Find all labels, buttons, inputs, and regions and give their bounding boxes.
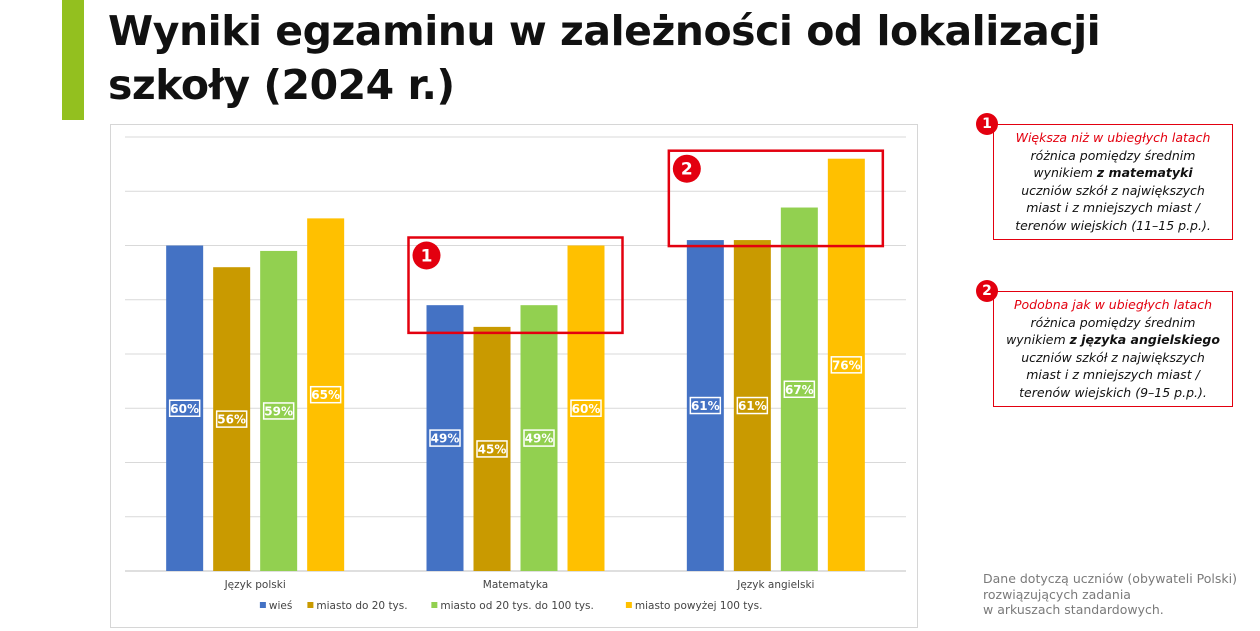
data-label: 59% [264, 404, 293, 418]
bar [166, 245, 204, 571]
slide-title: Wyniki egzaminu w zależności od lokaliza… [108, 7, 1101, 109]
data-label-frame [429, 429, 461, 447]
callout-math-text: Większa niż w ubiegłych latach różnica po… [993, 124, 1233, 240]
callout-bold: z języka angielskiego [1069, 332, 1220, 347]
data-label: 45% [478, 442, 507, 456]
callout-english-text: Podobna jak w ubiegłych latach różnica po… [993, 291, 1233, 407]
data-label: 65% [311, 388, 340, 402]
source-note: Dane dotyczą uczniów (obywateli Polski) … [983, 571, 1253, 618]
source-note-line: rozwiązujących zadania [983, 586, 1131, 602]
bar [780, 207, 818, 571]
callout-text: uczniów szkół z największych [1021, 182, 1205, 198]
callout-english: 2 Podobna jak w ubiegłych latach różnica … [976, 280, 1233, 407]
data-label-frame [168, 399, 201, 417]
source-note-line: Dane dotyczą uczniów (obywateli Polski) [983, 571, 1237, 586]
category-label: Matematyka [483, 579, 548, 591]
legend-label: miasto do 20 tys. [316, 600, 407, 612]
chart-area: 60% 56% 59% 65% Język polski 49% 45% 49% 60% Mate… [110, 124, 918, 628]
bar [733, 240, 771, 571]
callout-text: wynikiem [1006, 332, 1070, 347]
callout-line: różnica pomiędzy średnim [1000, 147, 1226, 165]
legend-label: wieś [269, 600, 292, 612]
legend-swatch [625, 602, 632, 608]
bar [213, 267, 251, 571]
bar [520, 305, 558, 571]
callout-highlight: Większa niż w ubiegłych latach [1015, 130, 1211, 145]
callout-bold: z matematyki [1096, 165, 1193, 180]
data-label-frame [570, 399, 602, 417]
callout-text: terenów wiejskich (9–15 p.p.). [1019, 384, 1207, 400]
callout-text: różnica pomiędzy średnim [1030, 147, 1196, 163]
legend-swatch [431, 602, 438, 608]
bar-chart: 60% 56% 59% 65% Język polski 49% 45% 49% 60% Mate… [125, 136, 906, 612]
legend-swatch [259, 602, 266, 608]
data-label: 61% [738, 399, 767, 413]
data-label: 60% [572, 402, 601, 416]
callout-math: 1 Większa niż w ubiegłych latach różnica … [976, 113, 1233, 240]
callout-text: wynikiem [1033, 165, 1097, 180]
highlight-number: 1 [421, 247, 433, 267]
category-label: Język polski [224, 579, 286, 591]
callout-line: terenów wiejskich (11–15 p.p.). [1000, 217, 1226, 235]
callout-line: uczniów szkół z największych [1000, 182, 1226, 200]
callout-line: miast i z mniejszych miast / [1000, 199, 1226, 217]
data-label: 56% [217, 413, 246, 427]
bar [827, 158, 865, 571]
callout-text: miast i z mniejszych miast / [1026, 367, 1200, 382]
legend-label: miasto powyżej 100 tys. [635, 600, 763, 612]
data-label-frame [830, 356, 863, 374]
data-label-frame [736, 396, 769, 415]
callout-text: różnica pomiędzy średnim [1030, 314, 1196, 330]
data-label-frame [783, 380, 816, 399]
bar [473, 326, 511, 571]
data-label: 61% [691, 399, 720, 413]
data-label-frame [215, 410, 248, 428]
bar [686, 240, 724, 571]
highlight-box [667, 149, 885, 248]
highlight-box [407, 236, 624, 335]
callout-line: miast i z mniejszych miast / [1000, 366, 1226, 384]
data-label: 60% [170, 402, 199, 416]
source-note-line: w arkuszach standardowych. [983, 602, 1164, 617]
data-label: 76% [832, 358, 861, 372]
callout-text: terenów wiejskich (11–15 p.p.). [1015, 217, 1211, 233]
callout-highlight: Podobna jak w ubiegłych latach [1014, 297, 1212, 312]
data-label-frame [689, 396, 722, 415]
bar [567, 245, 605, 571]
legend-swatch [307, 602, 314, 608]
callout-number-badge: 1 [976, 113, 998, 135]
callout-line: różnica pomiędzy średnim [1000, 314, 1226, 332]
callout-line: uczniów szkół z największych [1000, 349, 1226, 367]
category-label: Język angielski [736, 579, 814, 591]
callout-line: terenów wiejskich (9–15 p.p.). [1000, 384, 1226, 402]
legend-label: miasto od 20 tys. do 100 tys. [440, 600, 593, 612]
bar [307, 218, 345, 571]
callout-line: Podobna jak w ubiegłych latach [1000, 296, 1226, 314]
data-label: 49% [431, 432, 460, 446]
callout-text: uczniów szkół z największych [1021, 349, 1205, 365]
data-label: 49% [525, 432, 554, 446]
callout-line: Większa niż w ubiegłych latach [1000, 129, 1226, 147]
highlight-number-badge [412, 241, 441, 270]
highlight-number: 2 [681, 160, 693, 180]
bar [260, 250, 298, 572]
callout-line: wynikiem z matematyki [1000, 164, 1226, 182]
bar [426, 305, 464, 571]
highlight-number-badge [672, 154, 701, 183]
callout-number-badge: 2 [976, 280, 998, 302]
accent-bar [62, 0, 84, 120]
callout-text: miast i z mniejszych miast / [1026, 200, 1200, 215]
data-label-frame [476, 440, 508, 458]
data-label-frame [309, 385, 342, 404]
data-label: 67% [785, 383, 814, 397]
data-label-frame [523, 429, 555, 447]
data-label-frame [262, 402, 295, 420]
callout-line: wynikiem z języka angielskiego [1000, 331, 1226, 349]
